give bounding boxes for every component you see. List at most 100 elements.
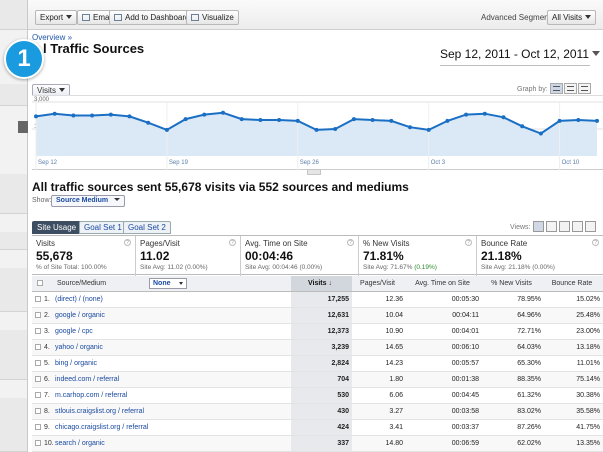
cell-bounce-rate: 75.14% [576, 376, 600, 383]
sidebar-block [0, 268, 27, 312]
data-point [146, 120, 151, 125]
col-header-pages-visit[interactable]: Pages/Visit [360, 280, 395, 287]
segment-select[interactable]: All Visits [547, 10, 597, 25]
scorecard-sub-text: Site Avg: [245, 264, 273, 271]
data-point [408, 125, 412, 130]
help-icon[interactable]: ? [592, 239, 599, 246]
col-header-visits-label: Visits [307, 280, 327, 287]
row-checkbox[interactable] [32, 356, 44, 371]
row-number: 4. [44, 344, 50, 351]
page-title: l Traffic Sources [43, 41, 145, 56]
x-tick-label: Sep 19 [169, 160, 189, 166]
view-comparison-button[interactable] [572, 221, 583, 232]
x-tick-label: Oct 10 [562, 160, 580, 166]
row-checkbox[interactable] [32, 324, 44, 339]
data-point [595, 118, 599, 123]
graph-metric-select[interactable]: Visits [32, 84, 70, 97]
month-icon [581, 86, 588, 91]
source-medium-link[interactable]: search / organic [55, 440, 105, 447]
help-icon[interactable]: ? [229, 239, 236, 246]
scorecard-sub: Site Avg: 71.67% (0.19%) [363, 264, 472, 271]
row-checkbox[interactable] [32, 420, 44, 435]
breadcrumb[interactable]: Overview » [32, 33, 73, 42]
table-row: 6. indeed.com / referral 704 1.80 00:01:38 88… [32, 372, 603, 388]
cell-avg-time: 00:01:38 [451, 376, 479, 383]
chart-resize-handle[interactable] [307, 169, 321, 175]
scorecard-avg-time: Avg. Time on Site 00:04:46 Site Avg: 00:… [241, 236, 359, 276]
col-header-bounce-rate[interactable]: Bounce Rate [551, 280, 593, 287]
date-range-picker[interactable]: Sep 12, 2011 - Oct 12, 2011 [440, 42, 600, 66]
row-number: 8. [44, 408, 50, 415]
row-checkbox[interactable] [32, 436, 44, 451]
row-checkbox[interactable] [32, 388, 44, 403]
add-to-dashboard-label: Add to Dashboard [125, 13, 190, 22]
sidebar-block [0, 174, 27, 214]
tab-goal-set-1[interactable]: Goal Set 1 [79, 221, 127, 234]
metric-scorecard: Visits 55,678 % of Site Total: 100.00% ?… [32, 235, 603, 276]
col-header-source-medium[interactable]: Source/Medium [57, 280, 107, 287]
secondary-dimension-select[interactable]: None [149, 278, 187, 289]
scorecard-bounce-rate: Bounce Rate 21.18% Site Avg: 21.18% (0.0… [477, 236, 603, 276]
date-range-label: Sep 12, 2011 - Oct 12, 2011 [440, 47, 589, 61]
table-row: 10. search / organic 337 14.80 00:06:59 62.02… [32, 436, 603, 452]
step-number-badge: 1 [4, 39, 44, 79]
scorecard-sub: % of Site Total: 100.00% [36, 264, 131, 271]
select-all-checkbox[interactable] [32, 276, 44, 291]
add-to-dashboard-button[interactable]: Add to Dashboard [109, 10, 195, 25]
data-point [351, 117, 356, 122]
graph-by-week-button[interactable] [564, 83, 577, 94]
graph-by-month-button[interactable] [578, 83, 591, 94]
view-performance-button[interactable] [559, 221, 570, 232]
view-pie-button[interactable] [546, 221, 557, 232]
chevron-down-icon [66, 15, 73, 19]
sidebar-block [0, 84, 27, 106]
graph-by-day-button[interactable] [550, 83, 563, 94]
visualize-label: Visualize [202, 13, 234, 22]
row-checkbox[interactable] [32, 372, 44, 387]
scorecard-value: 71.81% [363, 249, 404, 263]
row-checkbox[interactable] [32, 404, 44, 419]
tab-goal-set-2[interactable]: Goal Set 2 [123, 221, 171, 234]
source-medium-link[interactable]: chicago.craigslist.org / referral [55, 424, 149, 431]
view-table-button[interactable] [533, 221, 544, 232]
sidebar-marker [18, 121, 28, 133]
scorecard-label: Pages/Visit [140, 239, 180, 248]
visualize-button[interactable]: Visualize [186, 10, 239, 25]
row-number: 3. [44, 328, 50, 335]
source-medium-link[interactable]: stlouis.craigslist.org / referral [55, 408, 145, 415]
row-checkbox[interactable] [32, 340, 44, 355]
scorecard-sub-value: (0.19%) [414, 264, 437, 271]
source-medium-link[interactable]: (direct) / (none) [55, 296, 103, 303]
view-pivot-button[interactable] [585, 221, 596, 232]
table-row: 9. chicago.craigslist.org / referral 424 3.… [32, 420, 603, 436]
source-medium-link[interactable]: google / organic [55, 312, 105, 319]
primary-dimension-select[interactable]: Source Medium [51, 195, 126, 207]
source-medium-link[interactable]: indeed.com / referral [55, 376, 120, 383]
help-icon[interactable]: ? [347, 239, 354, 246]
data-point [183, 117, 188, 122]
source-medium-link[interactable]: bing / organic [55, 360, 98, 367]
table-row: 2. google / organic 12,631 10.04 00:04:11 64.… [32, 308, 603, 324]
cell-avg-time: 00:06:10 [451, 344, 479, 351]
col-header-new-visits[interactable]: % New Visits [491, 280, 532, 287]
scorecard-label: % New Visits [363, 239, 410, 248]
col-header-avg-time[interactable]: Avg. Time on Site [415, 280, 470, 287]
row-checkbox[interactable] [32, 292, 44, 307]
scorecard-sub: Site Avg: 21.18% (0.00%) [481, 264, 599, 271]
export-button[interactable]: Export [35, 10, 78, 25]
scorecard-label: Avg. Time on Site [245, 239, 308, 248]
help-icon[interactable]: ? [465, 239, 472, 246]
cell-avg-time: 00:03:37 [451, 424, 479, 431]
secondary-dimension-value: None [153, 280, 171, 287]
source-medium-link[interactable]: m.carhop.com / referral [55, 392, 128, 399]
cell-visits: 3,239 [291, 340, 352, 355]
week-icon [567, 86, 574, 91]
row-checkbox[interactable] [32, 308, 44, 323]
data-point [520, 124, 525, 129]
col-header-visits[interactable]: Visits ↓ [291, 276, 352, 291]
help-icon[interactable]: ? [124, 239, 131, 246]
tab-site-usage[interactable]: Site Usage [32, 221, 82, 234]
source-medium-link[interactable]: google / cpc [55, 328, 93, 335]
source-medium-link[interactable]: yahoo / organic [55, 344, 103, 351]
